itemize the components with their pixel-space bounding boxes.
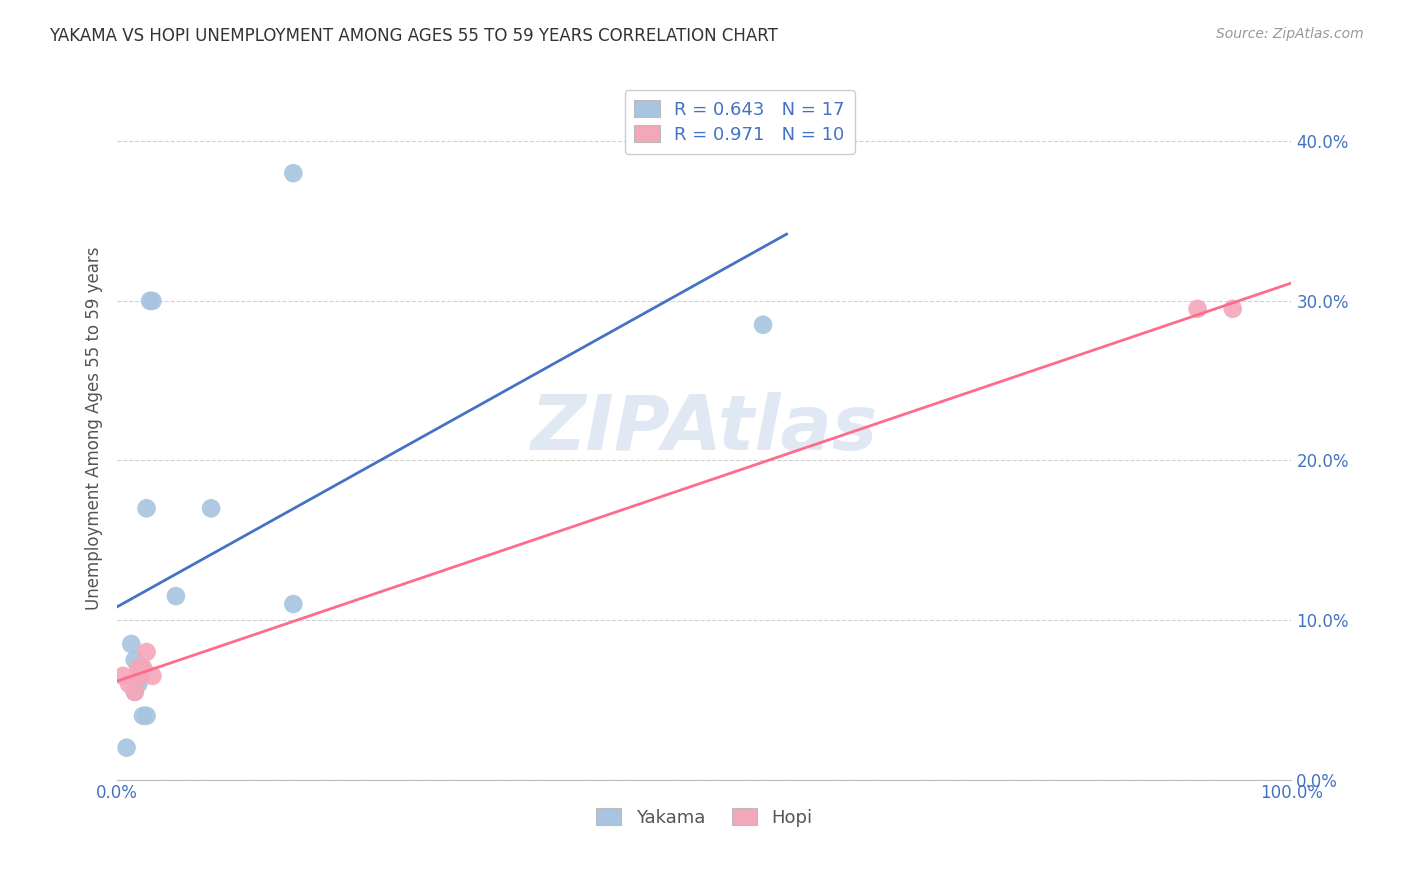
Point (200, 501, 222, 516)
Point (135, 645, 157, 659)
Point (752, 318, 775, 332)
Point (127, 677, 149, 691)
Point (118, 677, 141, 691)
Text: ZIPAtlas: ZIPAtlas (530, 392, 877, 466)
Point (120, 637, 142, 651)
Point (132, 708, 155, 723)
Point (124, 685, 146, 699)
Point (165, 589, 187, 603)
Point (112, 669, 135, 683)
Legend: Yakama, Hopi: Yakama, Hopi (589, 800, 820, 834)
Y-axis label: Unemployment Among Ages 55 to 59 years: Unemployment Among Ages 55 to 59 years (86, 247, 103, 610)
Point (1187, 301, 1209, 316)
Point (124, 653, 146, 667)
Point (135, 708, 157, 723)
Point (129, 669, 152, 683)
Point (127, 661, 149, 675)
Point (129, 661, 152, 675)
Text: Source: ZipAtlas.com: Source: ZipAtlas.com (1216, 27, 1364, 41)
Point (115, 740, 138, 755)
Text: YAKAMA VS HOPI UNEMPLOYMENT AMONG AGES 55 TO 59 YEARS CORRELATION CHART: YAKAMA VS HOPI UNEMPLOYMENT AMONG AGES 5… (49, 27, 778, 45)
Point (129, 669, 152, 683)
Point (132, 661, 155, 675)
Point (135, 501, 157, 516)
Point (283, 166, 305, 180)
Point (1222, 301, 1244, 316)
Point (283, 597, 305, 611)
Point (141, 669, 163, 683)
Point (124, 685, 146, 699)
Point (141, 293, 163, 308)
Point (139, 293, 162, 308)
